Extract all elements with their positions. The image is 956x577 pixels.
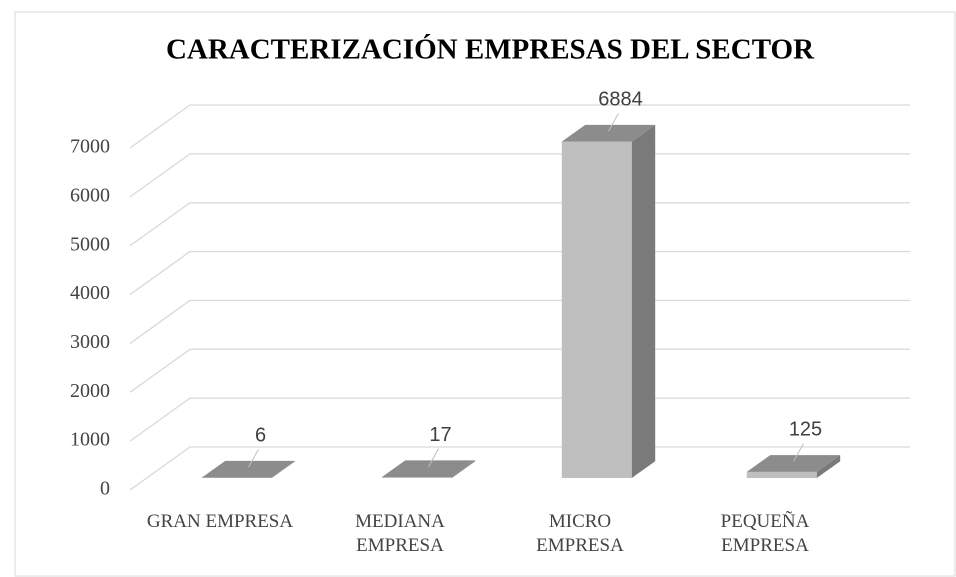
bar-top <box>381 460 476 478</box>
grid-line <box>129 446 910 491</box>
bar-side <box>816 455 841 478</box>
bar-side <box>631 124 656 478</box>
bar-top <box>746 455 841 472</box>
chart-title: CARACTERIZACIÓN EMPRESAS DEL SECTOR <box>166 33 815 66</box>
x-tick-label: MEDIANA EMPRESA <box>355 511 445 556</box>
y-tick-label: 5000 <box>70 233 110 255</box>
y-tick-label: 4000 <box>70 282 110 304</box>
data-label: 6 <box>255 425 266 447</box>
y-tick-label: 3000 <box>70 331 110 353</box>
leader-line <box>608 112 619 132</box>
data-label: 125 <box>789 419 822 441</box>
leader-line <box>793 443 804 462</box>
x-tick-label: GRAN EMPRESA <box>146 511 294 532</box>
grid-line <box>129 202 910 247</box>
chart-border <box>14 11 956 577</box>
bar-top <box>561 124 656 142</box>
grid-line <box>129 397 910 442</box>
grid-line <box>129 104 910 149</box>
y-tick-label: 6000 <box>70 184 110 206</box>
y-tick-label: 1000 <box>70 429 110 451</box>
x-tick-label: PEQUEÑA EMPRESA <box>720 511 810 556</box>
y-tick-label: 7000 <box>70 136 110 158</box>
bar-side <box>451 460 476 478</box>
y-tick-label: 2000 <box>70 380 110 402</box>
leader-line <box>248 449 259 468</box>
data-label: 6884 <box>598 89 643 111</box>
grid-line <box>129 153 910 198</box>
bar-front <box>561 141 632 478</box>
leader-line <box>428 448 439 467</box>
bar-front <box>746 471 817 478</box>
bar-front <box>381 477 452 478</box>
grid-line <box>129 250 910 296</box>
data-label: 17 <box>429 424 451 446</box>
x-tick-label: MICRO EMPRESA <box>536 511 624 556</box>
y-tick-label: 0 <box>100 478 110 500</box>
grid-line <box>129 299 910 344</box>
grid-line <box>129 348 910 393</box>
bar-side <box>271 460 296 478</box>
bar-top <box>201 460 296 478</box>
